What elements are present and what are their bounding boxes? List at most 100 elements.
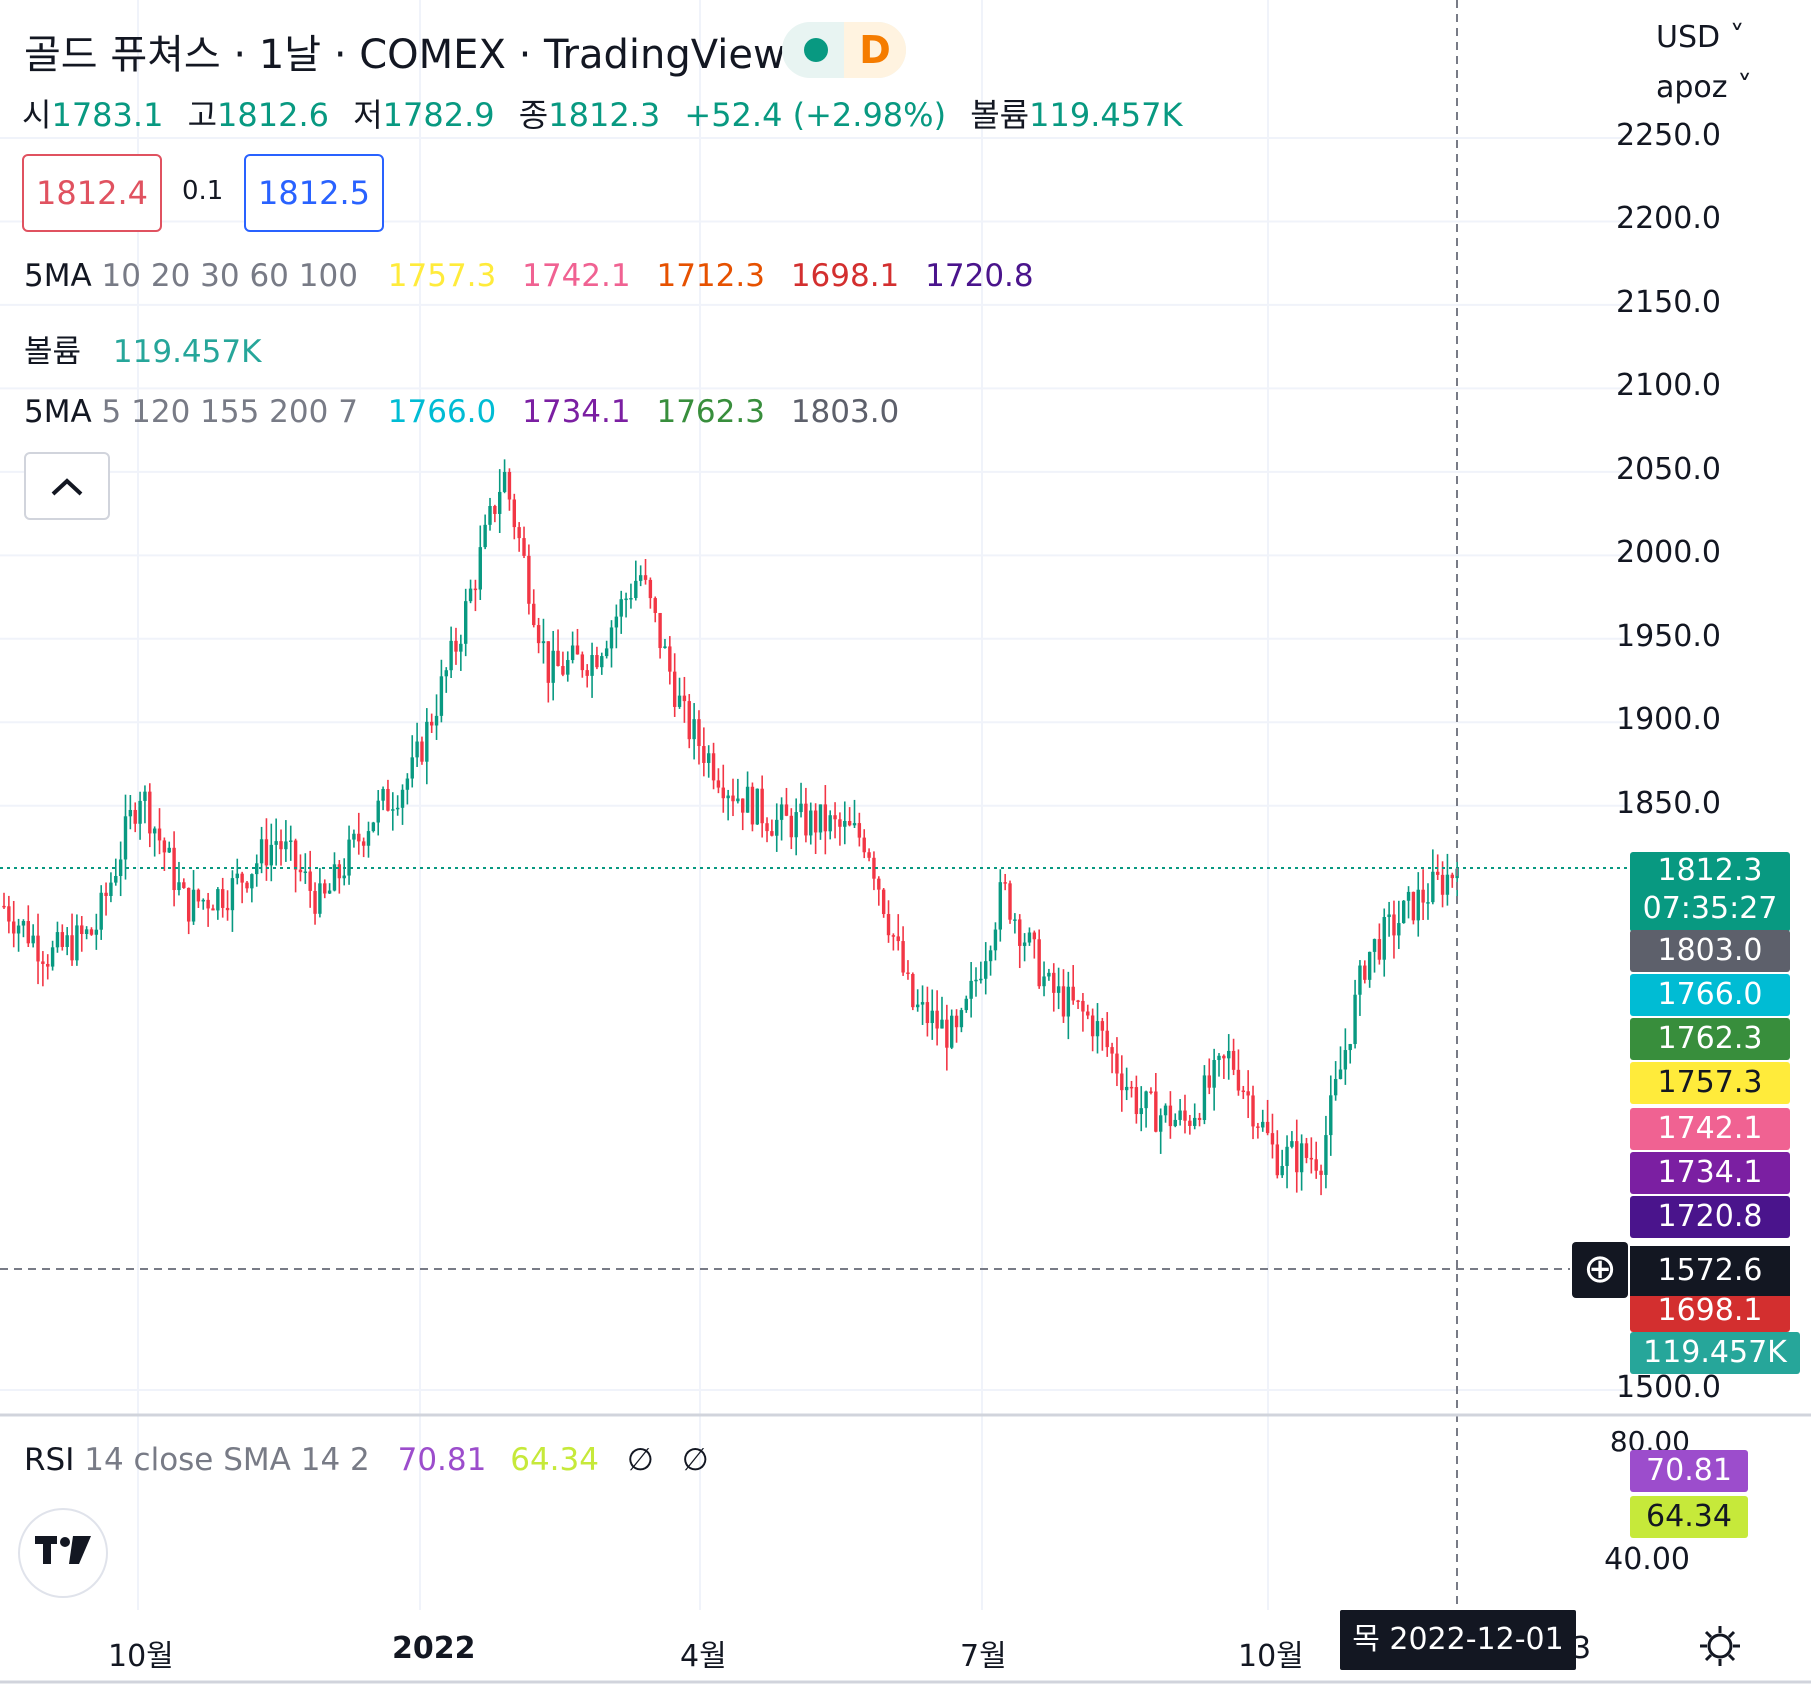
ma-value: 1766.0 bbox=[387, 394, 497, 430]
ma-value: 1742.1 bbox=[522, 258, 631, 294]
candle-body bbox=[313, 890, 317, 914]
currency-selector[interactable]: USD ˅ bbox=[1656, 20, 1745, 55]
candle-body bbox=[386, 788, 390, 811]
candle-body bbox=[1086, 1011, 1090, 1016]
price-tag-value: 1742.1 bbox=[1657, 1111, 1763, 1146]
candle-body bbox=[1227, 1050, 1231, 1059]
candle-body bbox=[55, 932, 60, 948]
candle-body bbox=[838, 819, 842, 827]
candle-body bbox=[303, 871, 308, 874]
candle-body bbox=[945, 1019, 949, 1048]
candle-body bbox=[862, 837, 866, 853]
candle-body bbox=[89, 929, 94, 935]
candle-body bbox=[99, 892, 103, 930]
candle-body bbox=[182, 882, 186, 888]
candle-body bbox=[984, 961, 988, 979]
candle-body bbox=[1392, 914, 1396, 936]
candle-body bbox=[988, 950, 993, 962]
candle-body bbox=[1022, 942, 1027, 946]
volume-indicator-legend[interactable]: 볼륨 119.457K bbox=[24, 326, 277, 371]
candle-body bbox=[556, 650, 560, 667]
unit-selector[interactable]: apoz ˅ bbox=[1656, 70, 1753, 105]
candle-body bbox=[1124, 1086, 1129, 1091]
candle-body bbox=[570, 645, 575, 661]
candle-body bbox=[240, 873, 244, 883]
tradingview-logo[interactable] bbox=[18, 1508, 108, 1598]
add-alert-button[interactable]: ⊕ bbox=[1572, 1242, 1628, 1298]
candle-body bbox=[323, 883, 327, 894]
rsi-name: RSI bbox=[24, 1442, 75, 1478]
candle-body bbox=[609, 627, 614, 649]
ma-indicator-legend-2[interactable]: 5MA 5 120 155 200 7 1766.0 1734.1 1762.3… bbox=[24, 394, 915, 430]
candle-body bbox=[220, 889, 225, 908]
candle-body bbox=[1450, 874, 1454, 879]
candle-body bbox=[1270, 1133, 1275, 1145]
candle-body bbox=[1095, 1021, 1100, 1037]
price-tag-value: 119.457K bbox=[1643, 1335, 1787, 1370]
candle-body bbox=[186, 887, 191, 922]
candle-body bbox=[1343, 1050, 1348, 1070]
candle-body bbox=[638, 575, 643, 581]
candle-body bbox=[1309, 1157, 1314, 1160]
ma-indicator-legend-1[interactable]: 5MA 10 20 30 60 100 1757.3 1742.1 1712.3… bbox=[24, 258, 1050, 294]
candle-body bbox=[337, 864, 342, 879]
candle-body bbox=[619, 599, 623, 617]
candle-body bbox=[284, 841, 288, 850]
candle-body bbox=[653, 598, 657, 613]
candle-body bbox=[1256, 1126, 1260, 1128]
buy-button[interactable]: 1812.5 bbox=[244, 154, 384, 232]
candle-body bbox=[580, 654, 585, 671]
candle-body bbox=[46, 963, 50, 967]
candle-body bbox=[716, 780, 721, 788]
candle-body bbox=[255, 863, 259, 875]
candle-body bbox=[425, 721, 429, 762]
price-tag: 1698.1 bbox=[1630, 1290, 1790, 1332]
sell-button[interactable]: 1812.4 bbox=[22, 154, 162, 232]
y-tick-label: 1950.0 bbox=[1616, 618, 1721, 654]
candle-body bbox=[779, 804, 784, 820]
candle-body bbox=[478, 547, 482, 590]
candle-body bbox=[366, 831, 371, 846]
candle-body bbox=[293, 840, 298, 870]
candle-body bbox=[1397, 923, 1401, 936]
candle-body bbox=[1105, 1030, 1109, 1048]
collapse-legend-button[interactable] bbox=[24, 452, 110, 520]
candle-body bbox=[1192, 1117, 1197, 1126]
price-tag-value: 1757.3 bbox=[1657, 1065, 1763, 1100]
candle-body bbox=[1246, 1091, 1250, 1096]
candle-body bbox=[634, 580, 638, 599]
candle-body bbox=[1173, 1119, 1177, 1127]
candle-body bbox=[493, 505, 497, 514]
candle-body bbox=[891, 935, 896, 937]
candle-body bbox=[1261, 1121, 1265, 1128]
market-status-pill[interactable]: D bbox=[782, 22, 906, 78]
candle-body bbox=[1197, 1117, 1202, 1120]
candle-body bbox=[643, 575, 648, 580]
low-label: 저 bbox=[353, 96, 383, 134]
settings-button[interactable] bbox=[1700, 1626, 1740, 1670]
price-tag: 1742.1 bbox=[1630, 1108, 1790, 1150]
candle-body bbox=[877, 878, 881, 890]
candle-body bbox=[702, 746, 706, 763]
candle-body bbox=[770, 831, 774, 836]
price-tag: 1762.3 bbox=[1630, 1018, 1790, 1060]
candle-body bbox=[852, 823, 857, 826]
candle-body bbox=[1144, 1091, 1148, 1109]
candle-body bbox=[327, 890, 332, 894]
price-tag: 1766.0 bbox=[1630, 974, 1790, 1016]
candle-body bbox=[371, 822, 376, 832]
ma-value: 1720.8 bbox=[925, 258, 1034, 294]
price-tag: 1720.8 bbox=[1630, 1196, 1790, 1238]
rsi-legend[interactable]: RSI 14 close SMA 14 2 70.81 64.34 ∅ ∅ bbox=[24, 1442, 709, 1478]
ma-value: 1712.3 bbox=[656, 258, 765, 294]
candle-body bbox=[196, 889, 201, 902]
candle-body bbox=[352, 833, 356, 840]
candle-body bbox=[896, 936, 900, 942]
candle-body bbox=[911, 973, 915, 1008]
candle-body bbox=[235, 873, 239, 879]
price-tag: 1734.1 bbox=[1630, 1152, 1790, 1194]
candle-body bbox=[216, 889, 220, 911]
price-tag-value: 1812.3 bbox=[1657, 853, 1763, 888]
candle-body bbox=[969, 980, 973, 999]
